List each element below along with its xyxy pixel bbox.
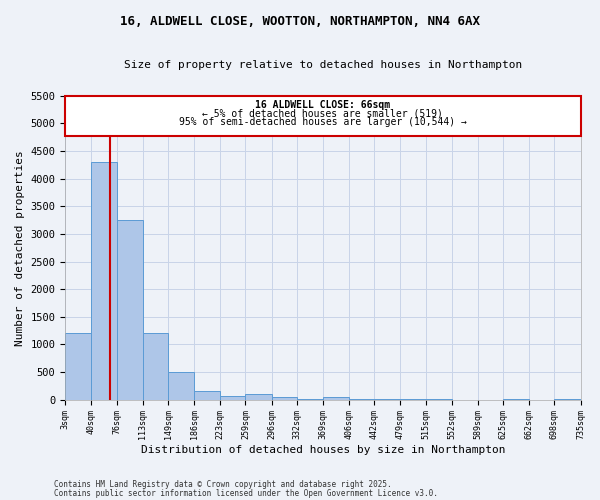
Y-axis label: Number of detached properties: Number of detached properties xyxy=(15,150,25,346)
Bar xyxy=(91,162,116,400)
Text: 16 ALDWELL CLOSE: 66sqm: 16 ALDWELL CLOSE: 66sqm xyxy=(256,100,391,110)
Bar xyxy=(194,392,220,400)
X-axis label: Distribution of detached houses by size in Northampton: Distribution of detached houses by size … xyxy=(140,445,505,455)
Title: Size of property relative to detached houses in Northampton: Size of property relative to detached ho… xyxy=(124,60,522,70)
Bar xyxy=(116,220,143,400)
Text: Contains public sector information licensed under the Open Government Licence v3: Contains public sector information licen… xyxy=(54,488,438,498)
Text: 16, ALDWELL CLOSE, WOOTTON, NORTHAMPTON, NN4 6AX: 16, ALDWELL CLOSE, WOOTTON, NORTHAMPTON,… xyxy=(120,15,480,28)
Text: 95% of semi-detached houses are larger (10,544) →: 95% of semi-detached houses are larger (… xyxy=(179,118,467,128)
Text: Contains HM Land Registry data © Crown copyright and database right 2025.: Contains HM Land Registry data © Crown c… xyxy=(54,480,392,489)
Bar xyxy=(168,372,194,400)
Bar xyxy=(245,394,272,400)
Bar xyxy=(323,397,349,400)
Bar xyxy=(220,396,245,400)
Bar xyxy=(272,397,297,400)
Bar xyxy=(143,334,168,400)
Bar xyxy=(297,398,323,400)
Bar xyxy=(65,96,581,136)
Bar xyxy=(65,334,91,400)
Text: ← 5% of detached houses are smaller (519): ← 5% of detached houses are smaller (519… xyxy=(202,108,443,118)
